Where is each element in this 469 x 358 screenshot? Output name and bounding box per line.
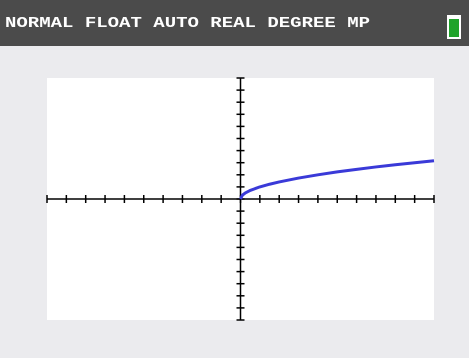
battery-level — [449, 19, 459, 37]
status-text: NORMAL FLOAT AUTO REAL DEGREE MP — [5, 15, 370, 32]
calculator-screen: NORMAL FLOAT AUTO REAL DEGREE MP — [0, 0, 469, 358]
